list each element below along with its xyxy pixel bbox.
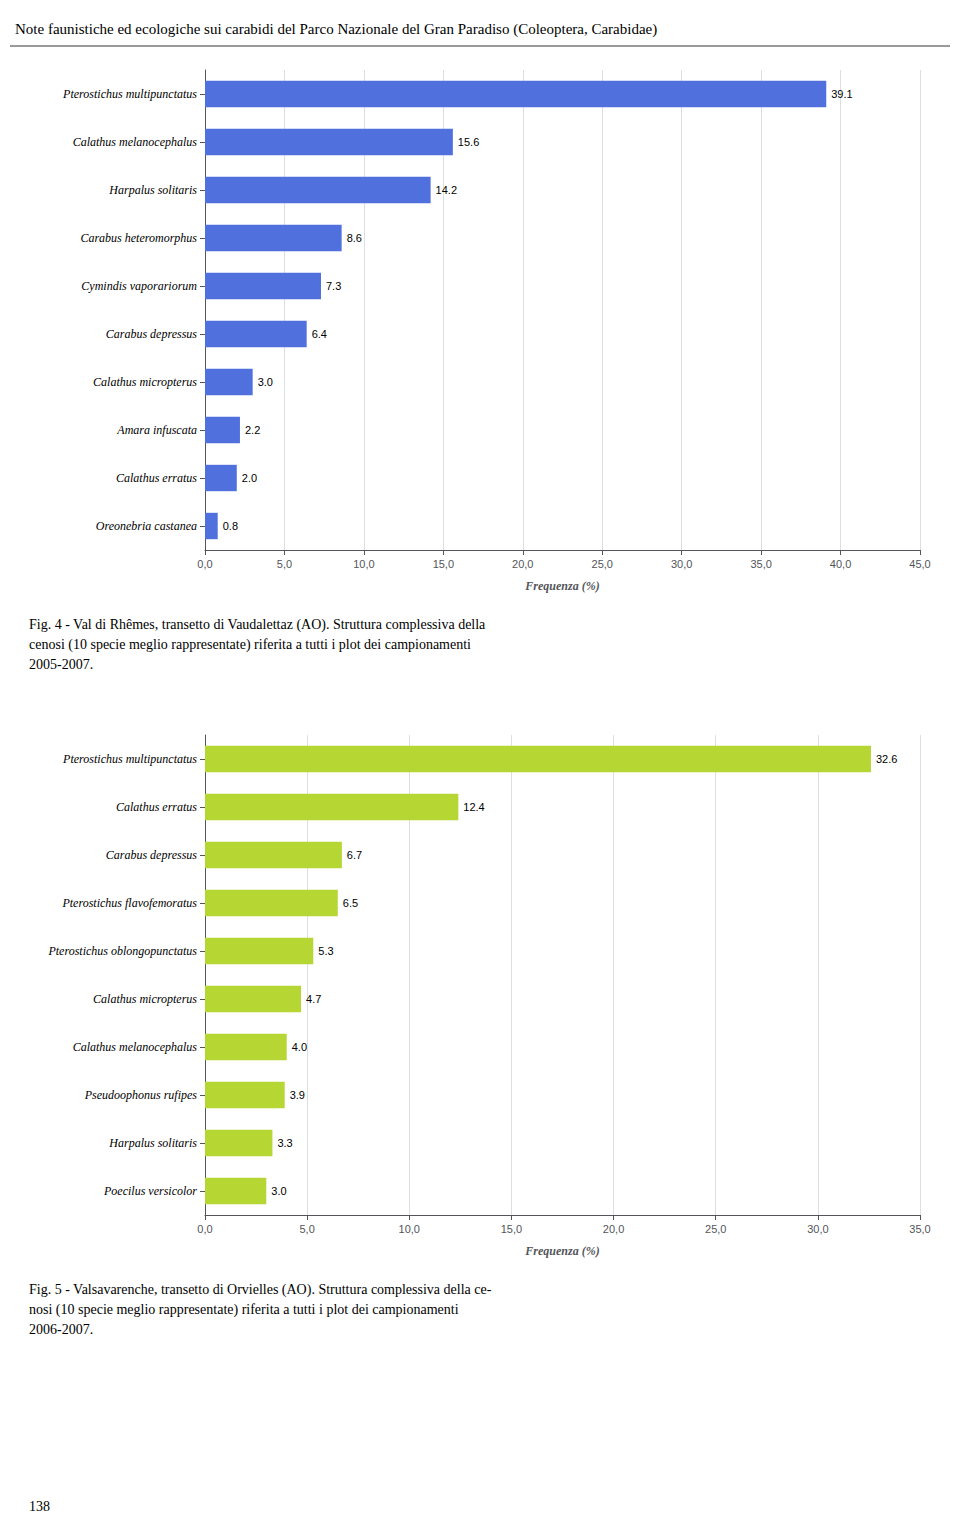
svg-text:32.6: 32.6	[876, 753, 897, 765]
svg-text:20,0: 20,0	[512, 558, 533, 570]
svg-text:6.5: 6.5	[343, 897, 358, 909]
svg-text:Pterostichus flavofemoratus: Pterostichus flavofemoratus	[61, 896, 197, 910]
svg-text:Calathus melanocephalus: Calathus melanocephalus	[73, 1040, 198, 1054]
svg-text:35,0: 35,0	[909, 1223, 930, 1235]
svg-text:20,0: 20,0	[603, 1223, 624, 1235]
svg-text:138: 138	[29, 1499, 50, 1514]
svg-text:3.0: 3.0	[271, 1185, 286, 1197]
svg-text:Carabus depressus: Carabus depressus	[106, 327, 198, 341]
svg-text:6.4: 6.4	[312, 328, 327, 340]
svg-text:5,0: 5,0	[299, 1223, 314, 1235]
svg-text:Fig. 4 - Val di Rhêmes, transe: Fig. 4 - Val di Rhêmes, transetto di Vau…	[29, 617, 486, 633]
svg-text:10,0: 10,0	[353, 558, 374, 570]
svg-text:40,0: 40,0	[830, 558, 851, 570]
svg-text:Carabus heteromorphus: Carabus heteromorphus	[80, 231, 197, 245]
svg-text:Frequenza (%): Frequenza (%)	[524, 579, 599, 593]
svg-text:Amara infuscata: Amara infuscata	[116, 423, 197, 437]
svg-text:15.6: 15.6	[458, 136, 479, 148]
svg-text:Harpalus solitaris: Harpalus solitaris	[108, 183, 197, 197]
svg-text:Carabus depressus: Carabus depressus	[106, 848, 198, 862]
svg-text:Calathus micropterus: Calathus micropterus	[93, 375, 197, 389]
svg-text:Note faunistiche ed ecologiche: Note faunistiche ed ecologiche sui carab…	[15, 21, 657, 38]
svg-text:Pterostichus multipunctatus: Pterostichus multipunctatus	[62, 752, 197, 766]
svg-text:30,0: 30,0	[671, 558, 692, 570]
svg-text:nosi (10 specie meglio rappres: nosi (10 specie meglio rappresentate) ri…	[29, 1302, 459, 1318]
svg-text:3.3: 3.3	[277, 1137, 292, 1149]
svg-text:8.6: 8.6	[347, 232, 362, 244]
svg-text:5,0: 5,0	[277, 558, 292, 570]
svg-text:2.0: 2.0	[242, 472, 257, 484]
svg-text:0,0: 0,0	[197, 558, 212, 570]
svg-text:Calathus erratus: Calathus erratus	[116, 471, 197, 485]
svg-text:45,0: 45,0	[909, 558, 930, 570]
svg-text:2006-2007.: 2006-2007.	[29, 1322, 93, 1337]
svg-text:30,0: 30,0	[807, 1223, 828, 1235]
svg-text:Poecilus versicolor: Poecilus versicolor	[103, 1184, 197, 1198]
svg-text:Calathus melanocephalus: Calathus melanocephalus	[73, 135, 198, 149]
svg-text:2005-2007.: 2005-2007.	[29, 657, 93, 672]
svg-text:Calathus erratus: Calathus erratus	[116, 800, 197, 814]
svg-text:10,0: 10,0	[399, 1223, 420, 1235]
svg-text:Pterostichus multipunctatus: Pterostichus multipunctatus	[62, 87, 197, 101]
svg-text:Frequenza (%): Frequenza (%)	[524, 1244, 599, 1258]
svg-text:7.3: 7.3	[326, 280, 341, 292]
svg-text:Oreonebria castanea: Oreonebria castanea	[96, 519, 197, 533]
svg-text:15,0: 15,0	[501, 1223, 522, 1235]
svg-text:0,0: 0,0	[197, 1223, 212, 1235]
svg-text:3.9: 3.9	[290, 1089, 305, 1101]
svg-text:5.3: 5.3	[318, 945, 333, 957]
svg-text:6.7: 6.7	[347, 849, 362, 861]
svg-text:Calathus micropterus: Calathus micropterus	[93, 992, 197, 1006]
svg-text:cenosi (10 specie meglio rappr: cenosi (10 specie meglio rappresentate) …	[29, 637, 471, 653]
svg-text:25,0: 25,0	[705, 1223, 726, 1235]
svg-text:2.2: 2.2	[245, 424, 260, 436]
svg-text:Pterostichus oblongopunctatus: Pterostichus oblongopunctatus	[47, 944, 197, 958]
svg-text:4.7: 4.7	[306, 993, 321, 1005]
svg-text:12.4: 12.4	[463, 801, 484, 813]
svg-text:15,0: 15,0	[433, 558, 454, 570]
svg-text:Pseudoophonus rufipes: Pseudoophonus rufipes	[84, 1088, 198, 1102]
svg-text:0.8: 0.8	[223, 520, 238, 532]
svg-text:14.2: 14.2	[436, 184, 457, 196]
svg-text:35,0: 35,0	[750, 558, 771, 570]
svg-text:25,0: 25,0	[592, 558, 613, 570]
svg-text:Cymindis vaporariorum: Cymindis vaporariorum	[81, 279, 197, 293]
svg-text:Fig. 5 - Valsavarenche, transe: Fig. 5 - Valsavarenche, transetto di Orv…	[29, 1282, 492, 1298]
svg-text:3.0: 3.0	[258, 376, 273, 388]
svg-text:Harpalus solitaris: Harpalus solitaris	[108, 1136, 197, 1150]
svg-text:39.1: 39.1	[831, 88, 852, 100]
svg-text:4.0: 4.0	[292, 1041, 307, 1053]
